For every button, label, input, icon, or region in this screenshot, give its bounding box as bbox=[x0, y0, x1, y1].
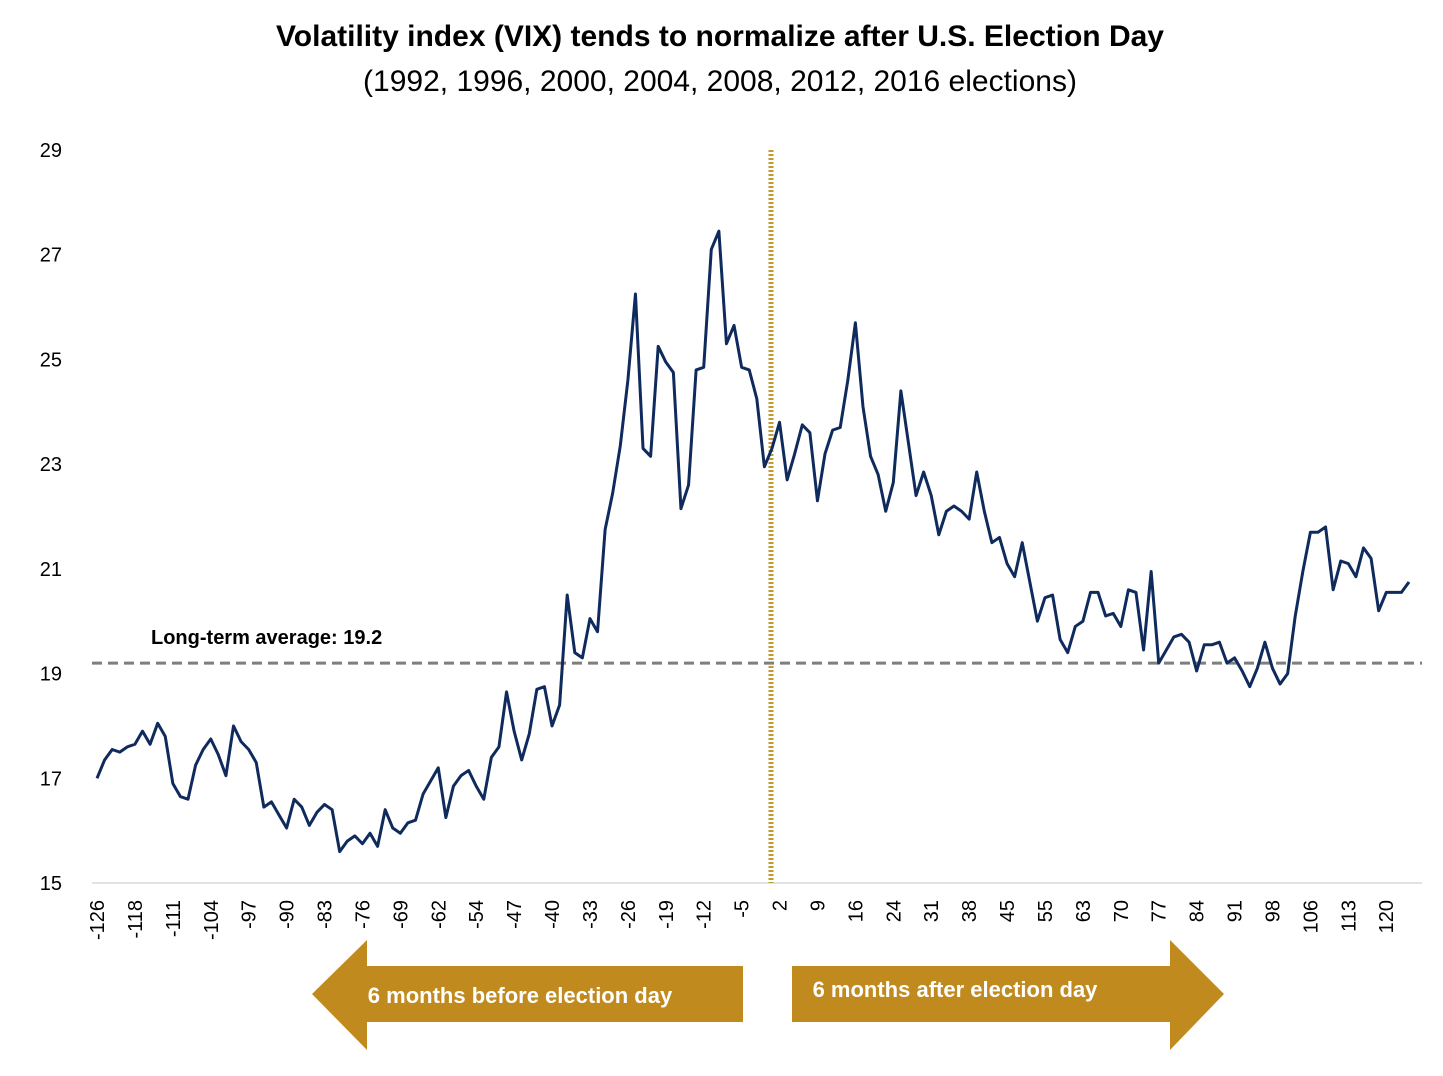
x-tick-label: -76 bbox=[352, 900, 374, 929]
x-tick-label: 24 bbox=[883, 900, 905, 922]
y-tick-label: 21 bbox=[40, 559, 62, 581]
y-tick-label: 17 bbox=[40, 768, 62, 790]
x-tick-label: -90 bbox=[277, 900, 299, 929]
x-tick-label: -111 bbox=[163, 900, 185, 937]
x-tick-label: 63 bbox=[1073, 900, 1095, 922]
y-tick-label: 29 bbox=[40, 140, 62, 162]
x-tick-label: 84 bbox=[1187, 900, 1209, 922]
x-tick-label: 120 bbox=[1376, 900, 1398, 933]
x-tick-label: 113 bbox=[1338, 900, 1360, 932]
arrow-label: 6 months before election day bbox=[368, 983, 673, 1008]
y-tick-label: 23 bbox=[40, 454, 62, 476]
chart-subtitle: (1992, 1996, 2000, 2004, 2008, 2012, 201… bbox=[363, 65, 1077, 98]
x-tick-label: -97 bbox=[239, 900, 261, 929]
x-tick-label: -118 bbox=[125, 900, 147, 939]
x-tick-label: -33 bbox=[580, 900, 602, 929]
x-tick-label: 31 bbox=[921, 900, 943, 922]
x-tick-label: -26 bbox=[618, 900, 640, 929]
vix-line bbox=[95, 229, 1411, 854]
x-tick-label: -12 bbox=[694, 900, 716, 929]
chart-title: Volatility index (VIX) tends to normaliz… bbox=[276, 20, 1164, 53]
x-tick-label: -19 bbox=[656, 900, 678, 929]
x-tick-label: -126 bbox=[87, 900, 109, 940]
x-tick-label: 91 bbox=[1225, 900, 1247, 922]
x-tick-label: 106 bbox=[1300, 900, 1322, 933]
y-tick-label: 25 bbox=[40, 349, 62, 371]
x-tick-label: 98 bbox=[1262, 900, 1284, 922]
arrow-after bbox=[792, 940, 1224, 1050]
x-tick-label: -5 bbox=[732, 900, 754, 918]
arrow-before bbox=[312, 940, 743, 1050]
x-tick-label: -83 bbox=[315, 900, 337, 929]
x-tick-label: 9 bbox=[807, 900, 829, 911]
x-tick-label: -62 bbox=[428, 900, 450, 929]
x-tick-label: -69 bbox=[390, 900, 412, 929]
x-tick-label: 70 bbox=[1111, 900, 1133, 922]
x-tick-label: -54 bbox=[466, 900, 488, 929]
arrow-label: 6 months after election day bbox=[813, 977, 1099, 1002]
x-tick-label: 16 bbox=[845, 900, 867, 922]
y-tick-label: 19 bbox=[40, 664, 62, 686]
x-tick-label: 2 bbox=[770, 900, 792, 911]
x-tick-label: -40 bbox=[542, 900, 564, 929]
x-tick-label: 77 bbox=[1149, 900, 1171, 922]
y-tick-label: 27 bbox=[40, 245, 62, 267]
average-label: Long-term average: 19.2 bbox=[151, 627, 382, 649]
x-tick-label: 38 bbox=[959, 900, 981, 922]
x-tick-label: 55 bbox=[1035, 900, 1057, 922]
x-tick-label: 45 bbox=[997, 900, 1019, 922]
y-tick-label: 15 bbox=[40, 873, 62, 895]
x-tick-label: -47 bbox=[504, 900, 526, 929]
x-tick-label: -104 bbox=[201, 900, 223, 940]
